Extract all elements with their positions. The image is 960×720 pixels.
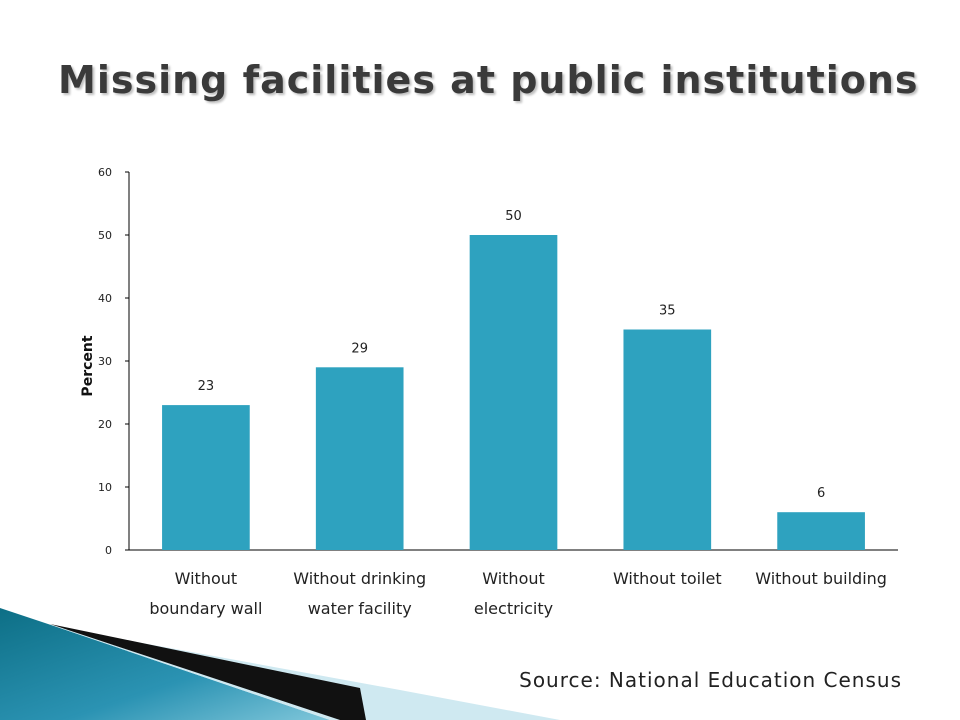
y-axis-title: Percent — [80, 335, 96, 396]
category-label: Without toilet — [613, 569, 722, 588]
y-tick-label: 40 — [98, 292, 112, 305]
y-tick-label: 0 — [105, 544, 112, 557]
page-title: Missing facilities at public institution… — [58, 58, 919, 102]
data-label: 23 — [198, 379, 215, 394]
y-tick-label: 30 — [98, 355, 112, 368]
category-label: Without building — [755, 569, 887, 588]
bar — [315, 367, 404, 550]
data-label: 6 — [817, 486, 825, 501]
corner-blue-wedge — [0, 608, 330, 720]
source-note: Source: National Education Census — [519, 668, 902, 692]
bar — [623, 329, 712, 550]
category-label: Without — [175, 569, 238, 588]
data-label: 29 — [351, 341, 368, 356]
bar — [777, 512, 865, 550]
data-label: 50 — [505, 209, 522, 224]
data-label: 35 — [659, 304, 676, 319]
y-tick-label: 50 — [98, 229, 112, 242]
category-label: Without — [482, 569, 545, 588]
category-label: electricity — [474, 599, 553, 618]
corner-light-band — [60, 628, 560, 720]
y-tick-label: 20 — [98, 418, 112, 431]
corner-dark-arrow — [50, 624, 366, 720]
y-tick-label: 60 — [98, 166, 112, 179]
bar — [162, 405, 250, 550]
category-label: boundary wall — [149, 599, 262, 618]
bar — [469, 235, 558, 550]
y-tick-label: 10 — [98, 481, 112, 494]
category-label: water facility — [308, 599, 412, 618]
category-label: Without drinking — [293, 569, 426, 588]
